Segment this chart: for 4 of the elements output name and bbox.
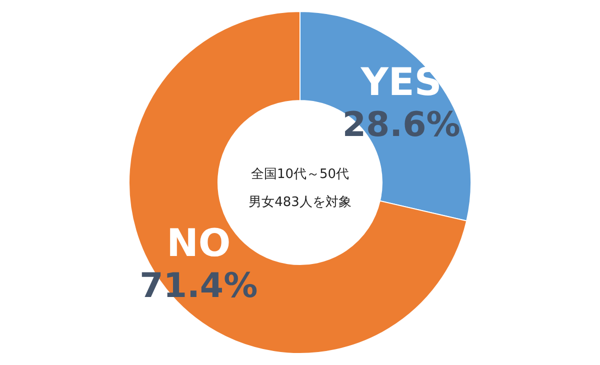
- slice-label: YES: [360, 60, 442, 104]
- slice-label: NO: [166, 221, 231, 266]
- text: 全国10代～50代: [250, 167, 350, 182]
- text: 男女483人を対象: [248, 194, 352, 210]
